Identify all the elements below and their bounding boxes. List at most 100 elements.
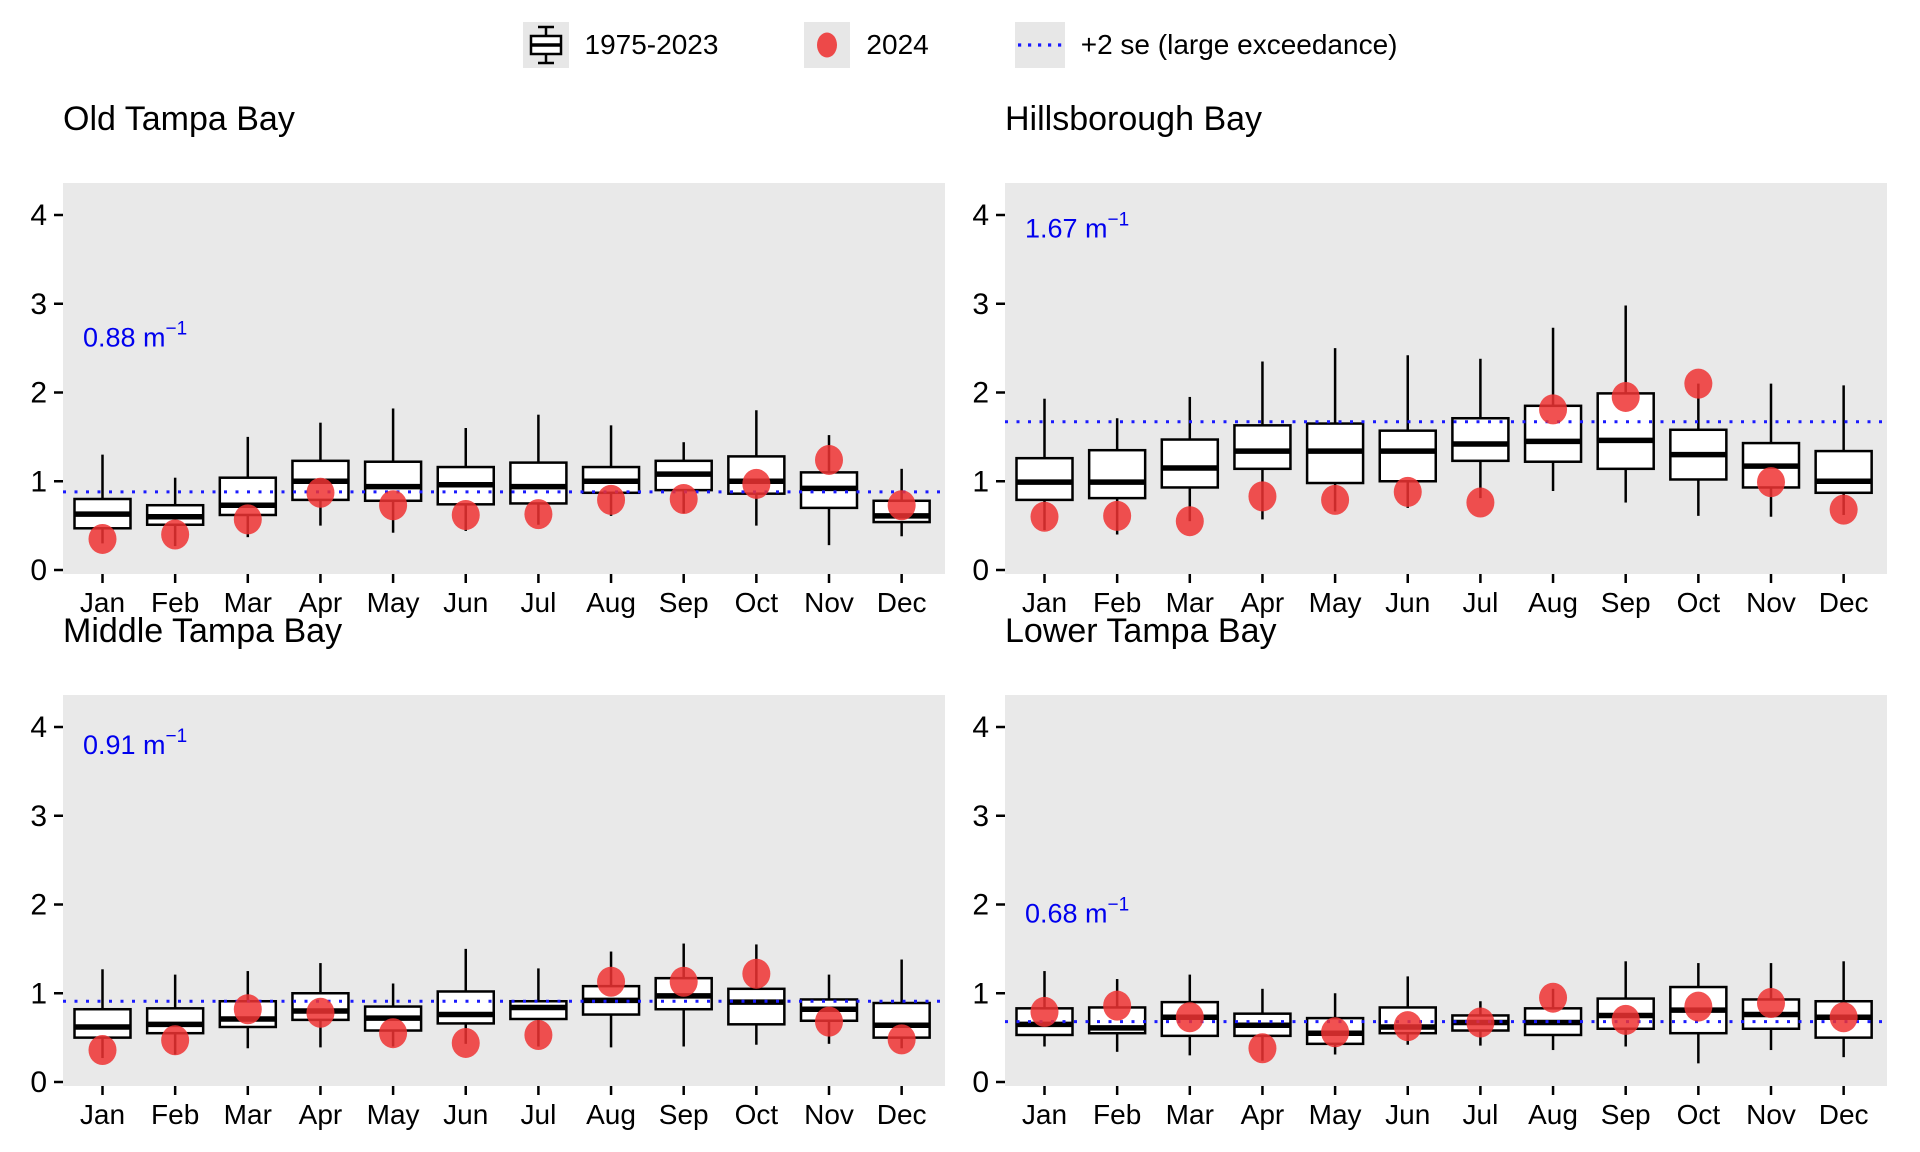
- iqr-box: [73, 1007, 132, 1039]
- boxplot-chart: 0 1 2 3 4 Jan Feb Mar Apr May Jun Jul Aug Sep Oct Nov De…: [972, 695, 1887, 1130]
- iqr-box: [1087, 448, 1147, 500]
- x-axis-label: Mar: [1166, 1099, 1214, 1130]
- iqr-box: [509, 461, 568, 505]
- iqr-box: [1814, 449, 1873, 495]
- x-axis-label: Jun: [443, 587, 488, 618]
- dot-2024-apr: [1248, 1033, 1277, 1064]
- x-axis-label: Dec: [1819, 587, 1869, 618]
- box-oct: [727, 944, 786, 1045]
- dot-2024-jun: [451, 499, 480, 530]
- dot-2024-feb: [1103, 500, 1132, 531]
- panel-background: [63, 695, 945, 1086]
- x-axis-label: Feb: [151, 1099, 199, 1130]
- y-axis-label: 3: [30, 288, 47, 321]
- legend-label: 1975-2023: [584, 29, 719, 60]
- y-axis-label: 1: [30, 465, 47, 498]
- dot-2024-jun: [451, 1027, 480, 1058]
- x-axis-label: Dec: [1819, 1099, 1869, 1130]
- y-axis-label: 2: [972, 889, 989, 922]
- y-axis-label: 4: [972, 711, 989, 744]
- dot-2024-oct: [742, 958, 771, 989]
- x-axis-label: May: [1309, 1099, 1362, 1130]
- x-axis-label: Jan: [1022, 1099, 1067, 1130]
- box-aug: [1523, 327, 1583, 492]
- x-axis-label: Jul: [1463, 587, 1499, 618]
- x-axis-label: Jan: [80, 587, 125, 618]
- iqr-box: [1523, 404, 1583, 463]
- page-title: Old Tampa Bay: [63, 100, 295, 138]
- dot-2024-jul: [524, 1019, 553, 1050]
- x-axis-label: Mar: [1166, 587, 1214, 618]
- dot-2024-nov: [1757, 467, 1785, 498]
- y-axis-label: 2: [30, 889, 47, 922]
- y-axis-label: 1: [972, 465, 989, 498]
- box-jul: [1451, 358, 1510, 499]
- x-axis-label: Aug: [586, 587, 636, 618]
- x-axis-label: Sep: [659, 1099, 709, 1130]
- y-axis-label: 0: [30, 554, 47, 587]
- dot-2024-sep: [1611, 381, 1640, 412]
- boxplot-icon: [522, 22, 569, 68]
- page-title: Lower Tampa Bay: [1005, 612, 1277, 650]
- iqr-box: [727, 987, 786, 1026]
- x-axis-label: Mar: [224, 587, 272, 618]
- box-sep: [1596, 305, 1655, 503]
- x-axis-label: Oct: [735, 1099, 779, 1130]
- dot-2024-jan: [1030, 501, 1059, 532]
- panel-old-tampa-bay: Old Tampa Bay 0 1 2 3 4 Jan Feb Mar Apr May Jun Jul…: [3, 93, 951, 618]
- dot-2024-may: [379, 1018, 408, 1049]
- dot-2024-nov: [1757, 988, 1785, 1019]
- iqr-box: [436, 990, 495, 1025]
- iqr-box: [1451, 416, 1510, 463]
- y-axis-label: 3: [972, 800, 989, 833]
- dot-2024-aug: [1539, 394, 1568, 425]
- dot-2024-feb: [161, 1025, 190, 1056]
- dot-2024-aug: [597, 966, 626, 997]
- panel-background: [1005, 183, 1887, 574]
- annotation-label: 0.91 m−1: [83, 726, 187, 760]
- y-axis-label: 0: [972, 554, 989, 587]
- y-axis-label: 4: [30, 711, 47, 744]
- dot-2024-dec: [887, 490, 916, 521]
- box-feb: [145, 477, 205, 547]
- iqr-box: [1015, 456, 1074, 502]
- y-axis-label: 0: [30, 1066, 47, 1099]
- iqr-box: [1378, 429, 1437, 483]
- dot-2024-jan: [1030, 996, 1059, 1027]
- dot-2024-sep: [669, 966, 698, 997]
- panel-middle-tampa-bay: Middle Tampa Bay 0 1 2 3 4 Jan Feb Mar Apr May Jun…: [3, 605, 951, 1130]
- x-axis-label: Sep: [659, 587, 709, 618]
- legend-item-2024: 2024: [804, 22, 929, 68]
- x-axis-label: Feb: [1093, 587, 1141, 618]
- dot-2024-mar: [1175, 1002, 1204, 1033]
- annotation-label: 0.88 m−1: [83, 318, 187, 352]
- boxplot-chart: 0 1 2 3 4 Jan Feb Mar Apr May Jun Jul Aug Sep Oct Nov De…: [30, 183, 945, 618]
- y-axis-label: 4: [972, 199, 989, 232]
- panel-background: [63, 183, 945, 574]
- x-axis-label: Aug: [1528, 1099, 1578, 1130]
- y-axis-label: 0: [972, 1066, 989, 1099]
- box-feb: [145, 974, 205, 1055]
- x-axis-label: Jul: [521, 1099, 557, 1130]
- box-dec: [1814, 385, 1873, 515]
- box-apr: [1233, 988, 1292, 1061]
- x-axis-label: Jun: [443, 1099, 488, 1130]
- panel-lower-tampa-bay: Lower Tampa Bay 0 1 2 3 4 Jan Feb Mar Apr May Jun J…: [945, 605, 1893, 1130]
- dot-2024-nov: [815, 1006, 843, 1037]
- y-axis-label: 3: [30, 800, 47, 833]
- x-axis-label: Jan: [80, 1099, 125, 1130]
- dot-2024-feb: [161, 519, 190, 550]
- x-axis-label: Apr: [1241, 1099, 1285, 1130]
- dot-2024-aug: [597, 484, 626, 515]
- dot-2024-dec: [1829, 494, 1858, 525]
- dot-2024-apr: [1248, 481, 1277, 512]
- x-axis-label: Sep: [1601, 587, 1651, 618]
- x-axis-label: May: [1309, 587, 1362, 618]
- x-axis-label: Sep: [1601, 1099, 1651, 1130]
- x-axis-label: Mar: [224, 1099, 272, 1130]
- y-axis-label: 4: [30, 199, 47, 232]
- iqr-box: [1596, 392, 1655, 471]
- box-feb: [1087, 418, 1147, 535]
- dot-2024-may: [1321, 1017, 1350, 1048]
- x-axis-label: May: [367, 587, 420, 618]
